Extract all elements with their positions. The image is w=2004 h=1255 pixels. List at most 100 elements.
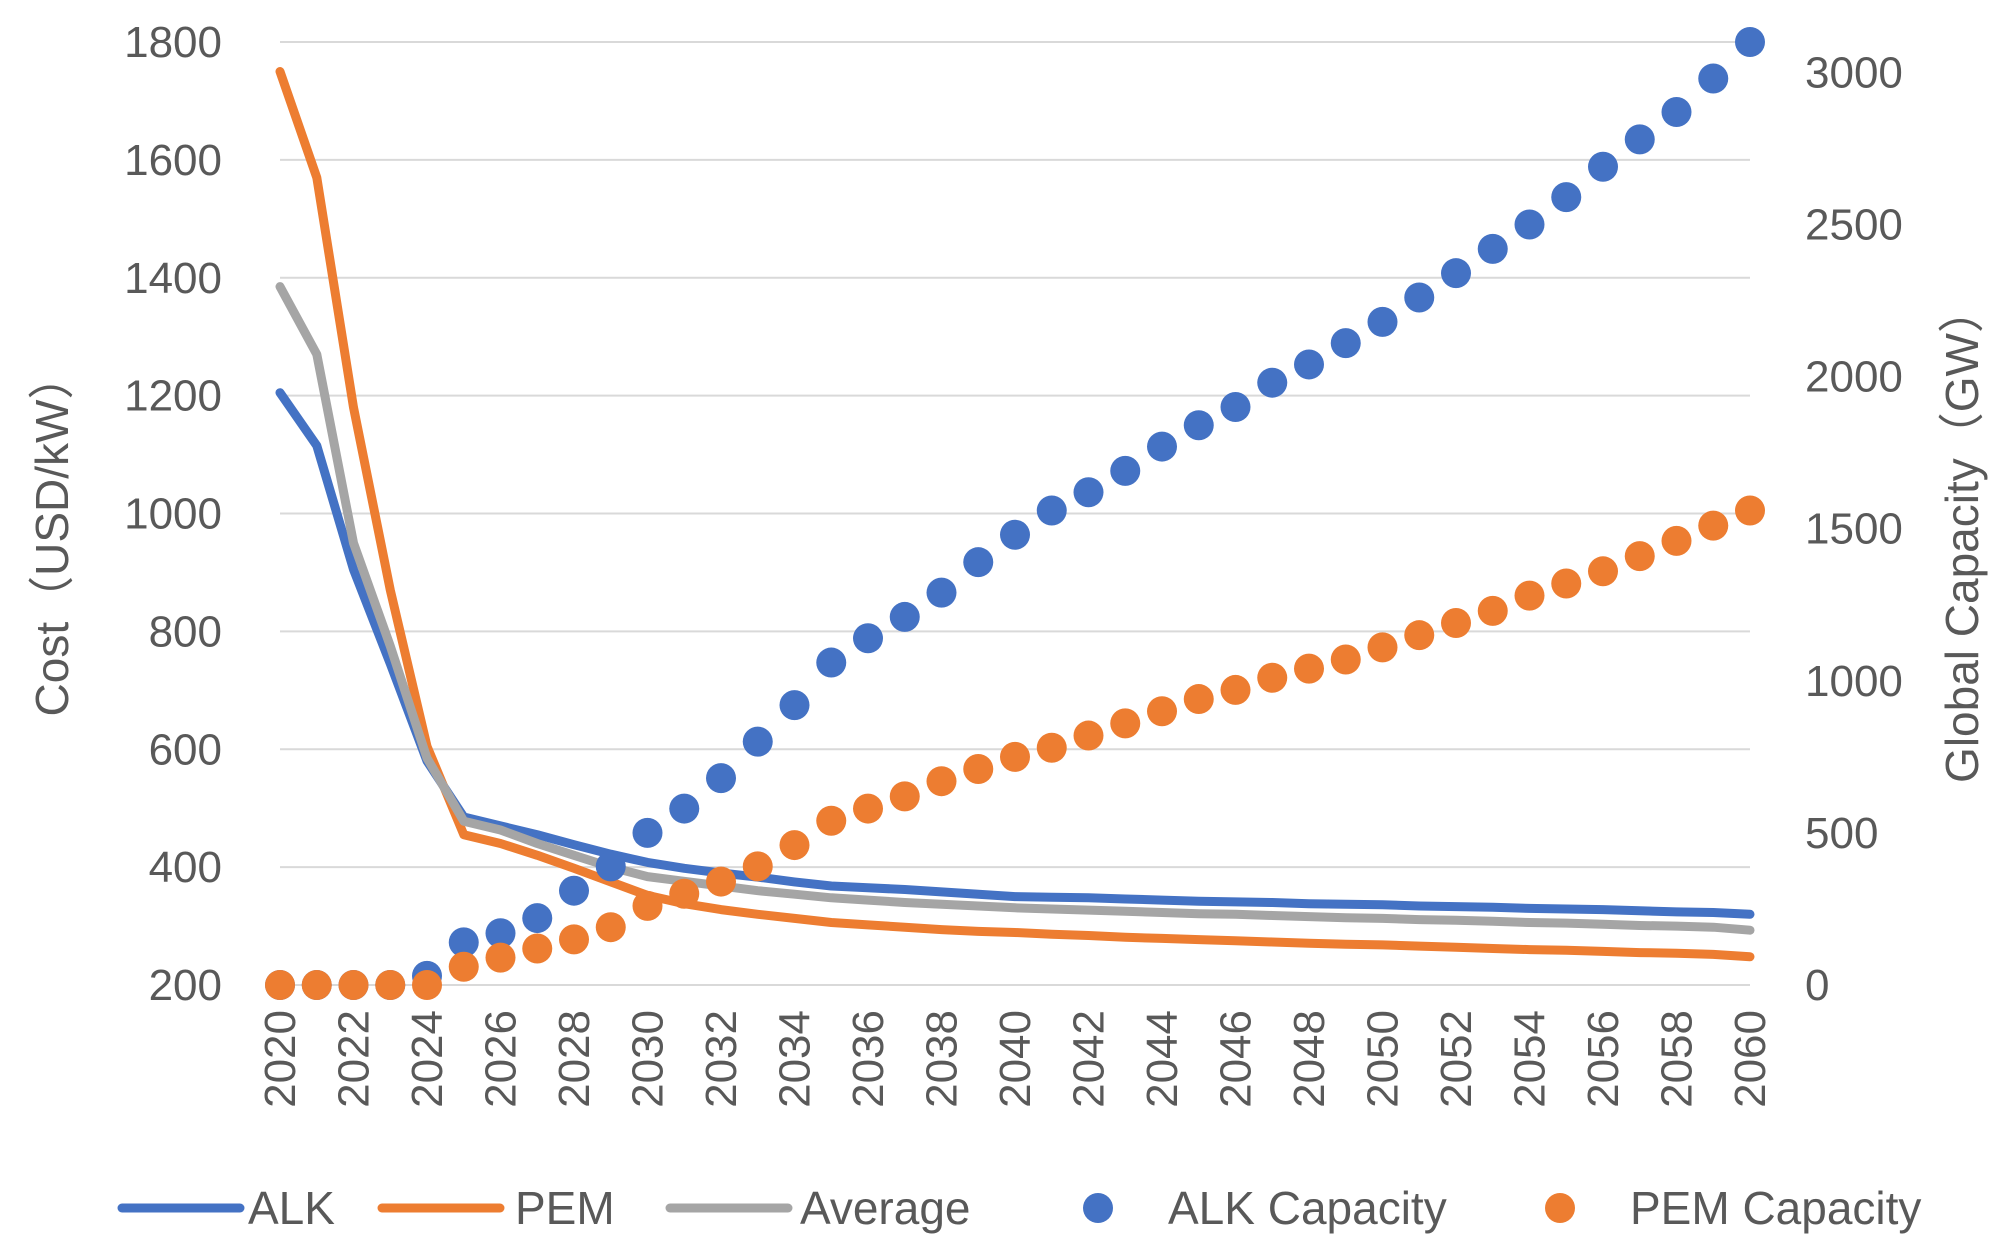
pem-capacity-point	[1367, 632, 1398, 663]
alk-capacity-point	[1073, 477, 1104, 508]
pem-capacity-point	[1735, 495, 1765, 526]
average-line	[275, 282, 1755, 935]
x-tick-label: 2036	[844, 1010, 893, 1108]
alk-capacity-point	[853, 623, 883, 654]
pem-capacity-point	[1220, 674, 1251, 705]
pem-capacity-point	[1294, 653, 1324, 684]
alk-capacity-point	[963, 547, 994, 578]
pem-capacity-point	[889, 781, 920, 812]
pem-capacity-point	[1257, 662, 1288, 693]
pem-capacity-point	[448, 951, 479, 982]
pem-capacity-point	[1183, 684, 1214, 715]
alk-capacity-point	[1330, 328, 1361, 359]
y-tick-label: 1600	[124, 136, 222, 185]
alk-capacity-point	[1147, 431, 1177, 462]
alk-capacity-point	[1220, 392, 1251, 423]
y2-axis-ticks: 0 500 1000 1500 2000 2500 3000	[1805, 48, 1903, 1010]
alk-capacity-point	[669, 793, 700, 824]
alk-capacity-point	[1441, 258, 1471, 289]
x-tick-label: 2034	[771, 1010, 820, 1108]
y-tick-label: 1800	[124, 18, 222, 67]
pem-capacity-point	[301, 970, 332, 1000]
x-tick-label: 2042	[1065, 1010, 1114, 1108]
x-tick-label: 2024	[403, 1010, 452, 1108]
x-tick-label: 2048	[1285, 1010, 1334, 1108]
alk-capacity-point	[448, 927, 479, 958]
series-points	[265, 27, 1765, 1000]
alk-capacity-point	[1588, 151, 1618, 182]
alk-capacity-point	[926, 577, 957, 608]
alk-capacity-point	[1514, 209, 1545, 240]
x-tick-label: 2054	[1506, 1010, 1555, 1108]
legend-label-average: Average	[800, 1182, 971, 1234]
alk-capacity-point	[889, 601, 920, 632]
pem-capacity-point	[1036, 732, 1067, 763]
legend-label-alk: ALK	[248, 1182, 335, 1234]
alk-capacity-point	[1183, 410, 1214, 441]
alk-line	[275, 388, 1755, 919]
alk-capacity-point	[595, 851, 626, 882]
y-tick-label: 200	[149, 961, 222, 1010]
pem-capacity-point	[1147, 696, 1177, 727]
y2-tick-label: 0	[1805, 961, 1829, 1010]
alk-capacity-point	[1257, 367, 1288, 398]
y2-tick-label: 2000	[1805, 353, 1903, 402]
x-tick-label: 2020	[256, 1010, 305, 1108]
pem-capacity-point	[779, 830, 810, 861]
pem-capacity-point	[669, 878, 700, 909]
y-tick-label: 400	[149, 843, 222, 892]
pem-capacity-point	[559, 924, 589, 955]
alk-capacity-point	[1698, 63, 1729, 94]
pem-capacity-point	[632, 890, 663, 921]
pem-capacity-point	[1698, 510, 1729, 541]
x-tick-label: 2022	[330, 1010, 379, 1108]
pem-capacity-point	[338, 970, 369, 1000]
pem-capacity-point	[1441, 608, 1471, 639]
y2-tick-label: 1000	[1805, 657, 1903, 706]
x-tick-label: 2026	[477, 1010, 526, 1108]
pem-capacity-point	[1588, 556, 1618, 587]
alk-capacity-point	[522, 903, 553, 934]
alk-capacity-point	[706, 763, 736, 794]
pem-capacity-point	[1073, 720, 1104, 751]
pem-capacity-point	[742, 851, 773, 882]
x-tick-label: 2046	[1212, 1010, 1261, 1108]
y2-tick-label: 500	[1805, 809, 1878, 858]
y2-axis-title: Global Capacity（GW）	[1936, 287, 1988, 783]
x-tick-label: 2028	[550, 1010, 599, 1108]
alk-capacity-point	[632, 817, 663, 848]
y2-tick-label: 3000	[1805, 48, 1903, 97]
y2-tick-label: 1500	[1805, 505, 1903, 554]
y-axis-ticks: 200 400 600 800 1000 1200 1400 1600 1800	[124, 18, 222, 1010]
x-tick-label: 2058	[1653, 1010, 1702, 1108]
alk-capacity-point	[1404, 282, 1435, 313]
series-lines	[275, 67, 1755, 962]
x-tick-label: 2050	[1359, 1010, 1408, 1108]
alk-capacity-point	[1624, 124, 1655, 155]
alk-capacity-point	[559, 875, 589, 906]
pem-capacity-point	[1514, 580, 1545, 611]
pem-capacity-point	[816, 805, 847, 836]
x-tick-label: 2040	[991, 1010, 1040, 1108]
y2-tick-label: 2500	[1805, 201, 1903, 250]
pem-capacity-point	[375, 970, 406, 1000]
alk-capacity-point	[779, 690, 810, 721]
y-tick-label: 1000	[124, 490, 222, 539]
pem-capacity-point	[1404, 620, 1435, 651]
alk-capacity-point	[1036, 495, 1067, 526]
alk-capacity-point	[1294, 349, 1324, 380]
pem-capacity-point	[1110, 708, 1141, 739]
x-axis-ticks: 2020 2022 2024 2026 2028 2030 2032 2034 2036 2038…	[256, 1010, 1775, 1108]
pem-capacity-point	[1330, 644, 1361, 675]
alk-capacity-point	[1735, 27, 1765, 57]
x-tick-label: 2032	[697, 1010, 746, 1108]
y-tick-label: 1400	[124, 254, 222, 303]
pem-capacity-point	[1624, 541, 1655, 572]
x-tick-label: 2030	[624, 1010, 673, 1108]
alk-capacity-point	[1551, 182, 1582, 213]
alk-capacity-point	[1367, 306, 1398, 337]
pem-capacity-point	[1477, 595, 1508, 626]
x-tick-label: 2052	[1432, 1010, 1481, 1108]
pem-capacity-point	[926, 766, 957, 797]
